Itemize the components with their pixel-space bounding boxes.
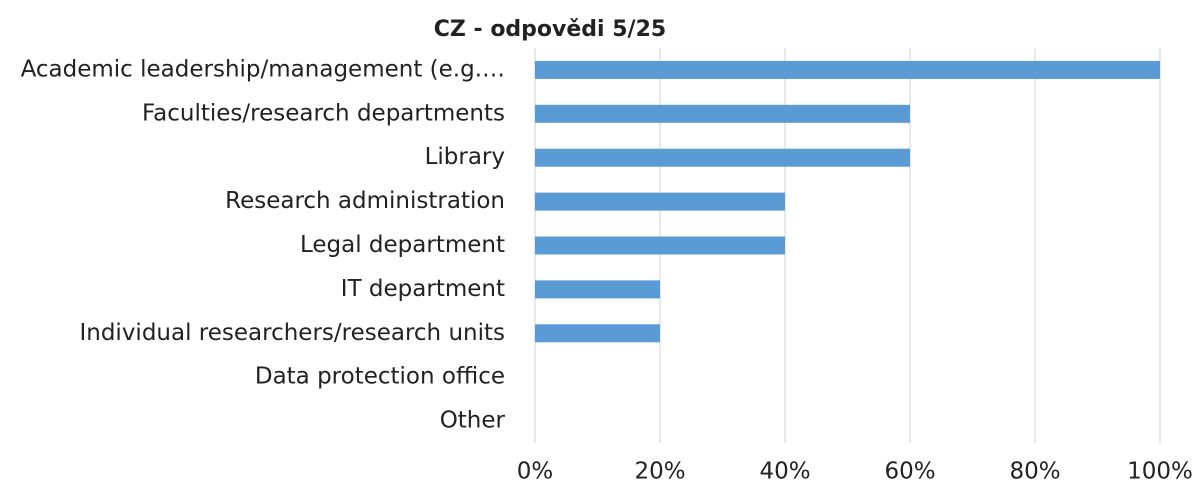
y-tick-label: Data protection office [255,364,505,390]
bar [535,104,910,123]
bar [535,324,660,343]
x-tick-label: 100% [1127,459,1193,485]
bar [535,148,910,167]
chart-title: CZ - odpovědi 5/25 [434,17,666,42]
y-tick-label: Other [440,408,506,434]
x-tick-label: 40% [759,459,810,485]
x-tick-label: 60% [884,459,935,485]
y-tick-label: IT department [341,276,505,302]
bar [535,60,1160,79]
y-tick-label: Faculties/research departments [142,100,505,126]
y-tick-label: Library [425,144,505,170]
bar [535,280,660,299]
bar [535,236,785,255]
y-tick-label: Academic leadership/management (e.g.… [21,56,505,82]
y-tick-label: Individual researchers/research units [79,320,505,346]
x-tick-label: 80% [1009,459,1060,485]
bar [535,192,785,211]
x-tick-label: 20% [634,459,685,485]
y-tick-label: Research administration [225,188,505,214]
y-tick-label: Legal department [300,232,505,258]
x-tick-label: 0% [517,459,554,485]
